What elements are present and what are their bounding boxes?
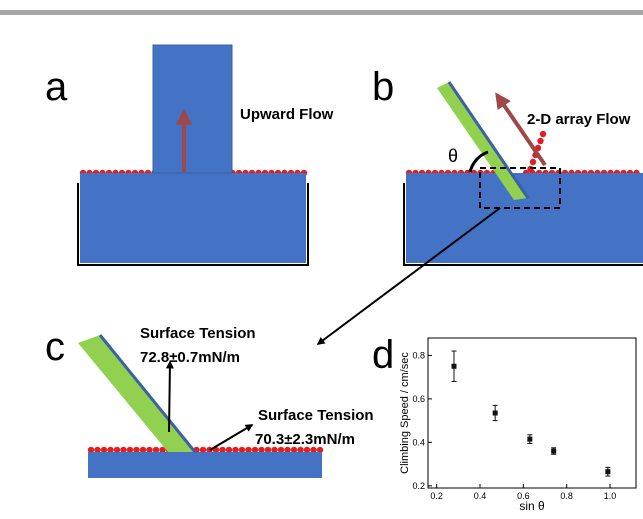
particle <box>297 446 304 454</box>
flow-arrow <box>495 92 547 167</box>
y-tick-label: 0.8 <box>412 350 425 360</box>
plate <box>78 335 195 452</box>
point <box>451 363 457 369</box>
point <box>605 469 611 475</box>
particle <box>94 446 101 454</box>
container <box>403 183 643 266</box>
particle <box>264 446 272 454</box>
liquid <box>406 173 643 263</box>
panel-label: b <box>372 65 394 109</box>
particle <box>258 446 265 454</box>
zoom-arrow <box>316 207 501 345</box>
panel-label: a <box>45 65 68 109</box>
x-tick-label: 1.0 <box>604 491 617 501</box>
particle <box>120 446 127 454</box>
arrow-label: 2-D array Flow <box>527 111 631 128</box>
particle <box>271 446 278 454</box>
x-tick-label: 0.2 <box>430 491 443 501</box>
particle <box>238 446 246 454</box>
y-tick-label: 0.6 <box>412 394 425 404</box>
container <box>77 183 309 266</box>
particle <box>316 446 324 454</box>
x-axis-label: sin θ <box>519 499 545 513</box>
point <box>492 410 498 416</box>
arrow-label: Upward Flow <box>240 106 334 123</box>
particle <box>152 446 160 454</box>
y-tick-label: 0.2 <box>412 481 425 491</box>
particle <box>199 446 207 454</box>
particle <box>245 446 252 454</box>
plate <box>437 82 528 200</box>
y-tick-label: 0.4 <box>412 437 425 447</box>
particle <box>284 446 291 454</box>
tension-value: 70.3±2.3mN/m <box>255 431 355 448</box>
angle-arc <box>468 150 489 173</box>
zoom-box <box>479 167 561 209</box>
force-arrow <box>165 360 174 433</box>
particle <box>87 446 95 454</box>
force-arrow <box>209 424 254 451</box>
plate-edge <box>447 81 530 199</box>
particle <box>303 446 311 454</box>
point <box>527 436 533 442</box>
x-tick-label: 0.8 <box>560 491 573 501</box>
liquid <box>88 452 322 478</box>
particle <box>146 446 153 454</box>
plot-frame <box>427 337 637 489</box>
y-axis-label: Climbing Speed / cm/sec <box>399 352 411 474</box>
top-rule <box>0 10 643 15</box>
particle <box>251 446 259 454</box>
plate-edge <box>98 334 197 453</box>
particle <box>126 446 134 454</box>
particle <box>232 446 239 454</box>
tension-title: Surface Tension <box>140 325 256 342</box>
x-tick-label: 0.6 <box>517 491 530 501</box>
x-tick-label: 0.4 <box>474 491 487 501</box>
angle-label: θ <box>448 146 458 166</box>
panel-label: c <box>45 325 65 369</box>
particle <box>133 446 140 454</box>
tension-title: Surface Tension <box>258 407 374 424</box>
particle <box>537 137 544 145</box>
particle <box>529 158 537 166</box>
particle <box>159 446 166 454</box>
particle <box>277 446 285 454</box>
particle <box>139 446 147 454</box>
particle <box>100 446 108 454</box>
particle <box>539 130 547 138</box>
particle <box>290 446 298 454</box>
panel-label: d <box>372 333 394 377</box>
particle <box>225 446 233 454</box>
tension-value: 72.8±0.7mN/m <box>140 349 240 366</box>
particle <box>219 446 226 454</box>
particle <box>107 446 114 454</box>
plot: 0.2 0.4 0.6 0.8 1.0 0.2 0.4 0.6 0.8 <box>412 350 616 501</box>
plate <box>152 44 233 174</box>
liquid <box>80 173 306 263</box>
particle <box>310 446 317 454</box>
particle <box>113 446 121 454</box>
point <box>551 448 557 454</box>
